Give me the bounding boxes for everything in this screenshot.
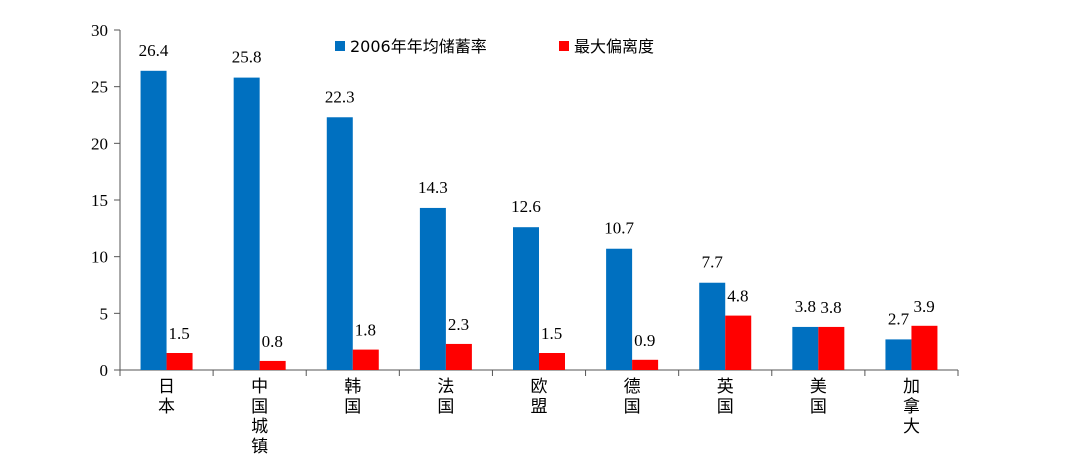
bar-savings-rate bbox=[513, 227, 539, 370]
bar-savings-rate bbox=[233, 77, 260, 370]
data-label: 1.5 bbox=[169, 324, 190, 343]
data-label: 1.8 bbox=[355, 321, 376, 340]
data-label: 3.8 bbox=[795, 297, 816, 316]
bar-savings-rate bbox=[606, 248, 633, 370]
category-label-char: 拿 bbox=[903, 396, 920, 417]
legend-swatch bbox=[559, 41, 569, 51]
category-label-char: 国 bbox=[437, 397, 454, 417]
data-label: 7.7 bbox=[702, 253, 724, 272]
bar-max-deviation bbox=[911, 325, 938, 370]
data-label: 25.8 bbox=[232, 48, 262, 67]
category-label-char: 大 bbox=[903, 417, 920, 437]
data-label: 14.3 bbox=[418, 178, 448, 197]
data-label: 4.8 bbox=[727, 287, 748, 306]
legend-label: 2006年年均储蓄率 bbox=[350, 37, 487, 56]
data-label: 26.4 bbox=[139, 41, 169, 60]
data-label: 0.8 bbox=[262, 332, 283, 351]
bar-max-deviation bbox=[725, 315, 752, 370]
y-tick-label: 5 bbox=[100, 304, 109, 323]
category-label-char: 日 bbox=[158, 377, 175, 397]
category-label-char: 美 bbox=[810, 377, 827, 397]
bar-max-deviation bbox=[539, 353, 565, 370]
category-label-char: 欧 bbox=[531, 377, 548, 397]
bar-max-deviation bbox=[632, 359, 659, 370]
data-label: 3.9 bbox=[913, 297, 934, 316]
bar-savings-rate bbox=[140, 70, 167, 371]
category-label-char: 国 bbox=[717, 397, 734, 417]
legend-label: 最大偏离度 bbox=[574, 37, 654, 56]
y-tick-label: 25 bbox=[91, 78, 108, 97]
category-label-char: 加 bbox=[903, 377, 920, 397]
category-label-char: 镇 bbox=[251, 437, 268, 457]
y-tick-label: 15 bbox=[91, 191, 108, 210]
category-label-char: 德 bbox=[624, 377, 641, 397]
legend-swatch bbox=[335, 41, 345, 51]
category-label-char: 城 bbox=[251, 417, 268, 437]
y-tick-label: 10 bbox=[91, 248, 108, 267]
bar-savings-rate bbox=[699, 282, 726, 370]
y-tick-label: 0 bbox=[100, 361, 109, 380]
category-label-char: 国 bbox=[624, 397, 641, 417]
bar-max-deviation bbox=[445, 343, 472, 370]
y-tick-label: 20 bbox=[91, 134, 108, 153]
category-label-char: 国 bbox=[251, 397, 268, 417]
data-label: 2.3 bbox=[448, 315, 469, 334]
bar-savings-rate bbox=[326, 117, 353, 371]
bar-max-deviation bbox=[259, 360, 286, 370]
bar-max-deviation bbox=[818, 326, 845, 370]
bar-savings-rate bbox=[885, 339, 912, 370]
data-label: 22.3 bbox=[325, 87, 355, 106]
category-label-char: 盟 bbox=[531, 397, 548, 417]
data-label: 0.9 bbox=[634, 331, 655, 350]
category-label-char: 中 bbox=[251, 377, 268, 397]
category-label-char: 韩 bbox=[344, 377, 361, 397]
bar-max-deviation bbox=[166, 353, 193, 370]
category-label-char: 国 bbox=[810, 397, 827, 417]
category-label-char: 法 bbox=[437, 377, 454, 397]
bars bbox=[140, 70, 938, 371]
data-label: 12.6 bbox=[511, 197, 541, 216]
bar-savings-rate bbox=[792, 326, 819, 370]
data-label: 1.5 bbox=[541, 324, 562, 343]
bar-max-deviation bbox=[352, 349, 379, 370]
data-label: 3.8 bbox=[820, 298, 841, 317]
category-label-char: 国 bbox=[344, 397, 361, 417]
data-label: 10.7 bbox=[604, 219, 634, 238]
data-label: 2.7 bbox=[888, 309, 910, 328]
data-labels: 26.4 1.5 25.8 0.8 22.3 1.8 14.3 2.3 12.6 1.5 10.7 0… bbox=[139, 41, 935, 351]
category-label-char: 英 bbox=[717, 377, 734, 397]
bar-savings-rate bbox=[419, 207, 446, 370]
y-tick-label: 30 bbox=[91, 21, 108, 40]
category-label-char: 本 bbox=[158, 397, 175, 417]
legend: 2006年年均储蓄率 最大偏离度 bbox=[335, 37, 654, 56]
